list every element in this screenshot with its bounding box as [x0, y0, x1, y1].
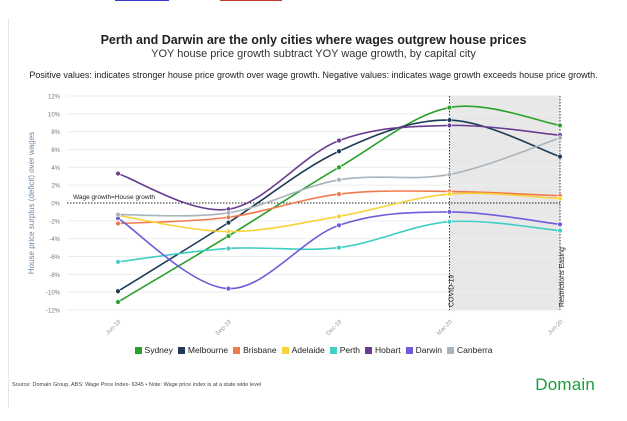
data-point-perth — [336, 244, 342, 251]
data-point-hobart — [115, 170, 121, 177]
data-point-sydney — [115, 299, 121, 305]
legend-swatch — [365, 346, 373, 354]
accent-segment-blue — [115, 0, 169, 1]
legend-label: Canberra — [457, 345, 493, 355]
header-accent-line — [0, 0, 627, 1]
data-point-perth — [446, 219, 453, 225]
y-tick-label: -8% — [49, 273, 60, 279]
legend-item-hobart: Hobart — [365, 345, 401, 355]
data-point-melbourne — [115, 288, 121, 294]
data-point-darwin — [225, 285, 232, 292]
legend-swatch — [405, 346, 413, 354]
legend-label: Perth — [339, 345, 361, 355]
data-point-perth — [115, 259, 121, 265]
legend-swatch — [281, 346, 289, 354]
legend-item-perth: Perth — [329, 345, 361, 355]
domain-logo: Domain — [535, 375, 595, 394]
data-point-sydney — [336, 164, 342, 171]
data-point-adelaide — [336, 213, 342, 220]
x-tick-label: Jun-20 — [547, 319, 565, 337]
frame-border — [8, 18, 9, 408]
data-point-melbourne — [446, 117, 453, 123]
data-point-darwin — [446, 209, 453, 215]
data-point-adelaide — [225, 228, 232, 235]
legend-item-sydney: Sydney — [134, 345, 173, 355]
data-point-hobart — [336, 137, 342, 144]
annotation-label: Restrictions Easing — [559, 247, 566, 307]
y-tick-label: -6% — [49, 255, 60, 261]
data-point-canberra — [557, 135, 563, 141]
legend-item-canberra: Canberra — [447, 345, 492, 355]
data-point-adelaide — [446, 191, 453, 197]
legend-swatch — [177, 346, 185, 354]
legend-swatch — [447, 346, 455, 354]
data-point-darwin — [336, 222, 342, 228]
data-point-melbourne — [336, 148, 342, 154]
y-tick-label: -12% — [46, 309, 61, 315]
data-point-brisbane — [225, 214, 232, 220]
y-tick-label: 12% — [48, 95, 61, 101]
y-tick-label: 4% — [51, 166, 60, 172]
data-point-brisbane — [115, 220, 121, 227]
chart-subtitle: YOY house price growth subtract YOY wage… — [151, 48, 476, 60]
legend-label: Hobart — [375, 345, 401, 355]
x-tick-label: Mar-20 — [436, 319, 454, 337]
legend-item-darwin: Darwin — [405, 345, 443, 355]
data-point-sydney — [225, 233, 232, 239]
y-tick-label: -2% — [49, 219, 60, 225]
y-axis-label: House price surplus (deficit) over wages — [27, 132, 36, 274]
legend-label: Adelaide — [291, 345, 325, 355]
legend-label: Brisbane — [243, 345, 277, 355]
annotation-label: COVID-19 — [449, 275, 456, 307]
source-note: Source: Domain Group, ABS: Wage Price In… — [12, 382, 262, 388]
data-point-canberra — [446, 171, 453, 178]
chart-legend: Sydney Melbourne Brisbane Adelaide Perth Hoba… — [0, 345, 627, 355]
y-tick-label: -4% — [49, 237, 60, 243]
x-tick-label: Dec-19 — [325, 319, 343, 337]
data-point-sydney — [557, 122, 563, 129]
x-tick-label: Jun-19 — [105, 319, 123, 337]
data-point-sydney — [446, 104, 453, 111]
y-tick-label: 6% — [51, 148, 60, 154]
data-point-canberra — [225, 210, 232, 216]
data-point-perth — [557, 227, 563, 234]
legend-label: Melbourne — [187, 345, 229, 355]
legend-label: Sydney — [144, 345, 173, 355]
legend-item-adelaide: Adelaide — [281, 345, 325, 355]
y-tick-label: 0% — [51, 202, 60, 208]
legend-label: Darwin — [415, 345, 443, 355]
chart-note: Positive values: indicates stronger hous… — [29, 70, 598, 80]
data-point-canberra — [115, 211, 121, 218]
data-point-canberra — [336, 177, 342, 183]
data-point-melbourne — [557, 153, 563, 160]
legend-swatch — [329, 346, 337, 354]
chart-title: Perth and Darwin are the only cities whe… — [100, 33, 527, 47]
data-point-brisbane — [336, 191, 342, 197]
y-tick-label: 2% — [51, 184, 60, 190]
y-tick-label: -10% — [46, 291, 61, 297]
legend-item-brisbane: Brisbane — [233, 345, 277, 355]
legend-swatch — [233, 346, 241, 354]
y-tick-label: 8% — [51, 130, 60, 136]
data-point-adelaide — [557, 195, 563, 202]
y-tick-label: 10% — [48, 112, 61, 118]
data-point-melbourne — [225, 219, 232, 226]
legend-item-melbourne: Melbourne — [177, 345, 229, 355]
data-point-hobart — [446, 122, 453, 129]
accent-segment-red — [220, 0, 282, 1]
data-point-perth — [225, 245, 232, 252]
baseline-label: Wage growth=House growth — [73, 194, 155, 201]
legend-swatch — [134, 346, 142, 354]
data-point-darwin — [557, 221, 563, 228]
x-tick-label: Sep-19 — [215, 319, 233, 337]
